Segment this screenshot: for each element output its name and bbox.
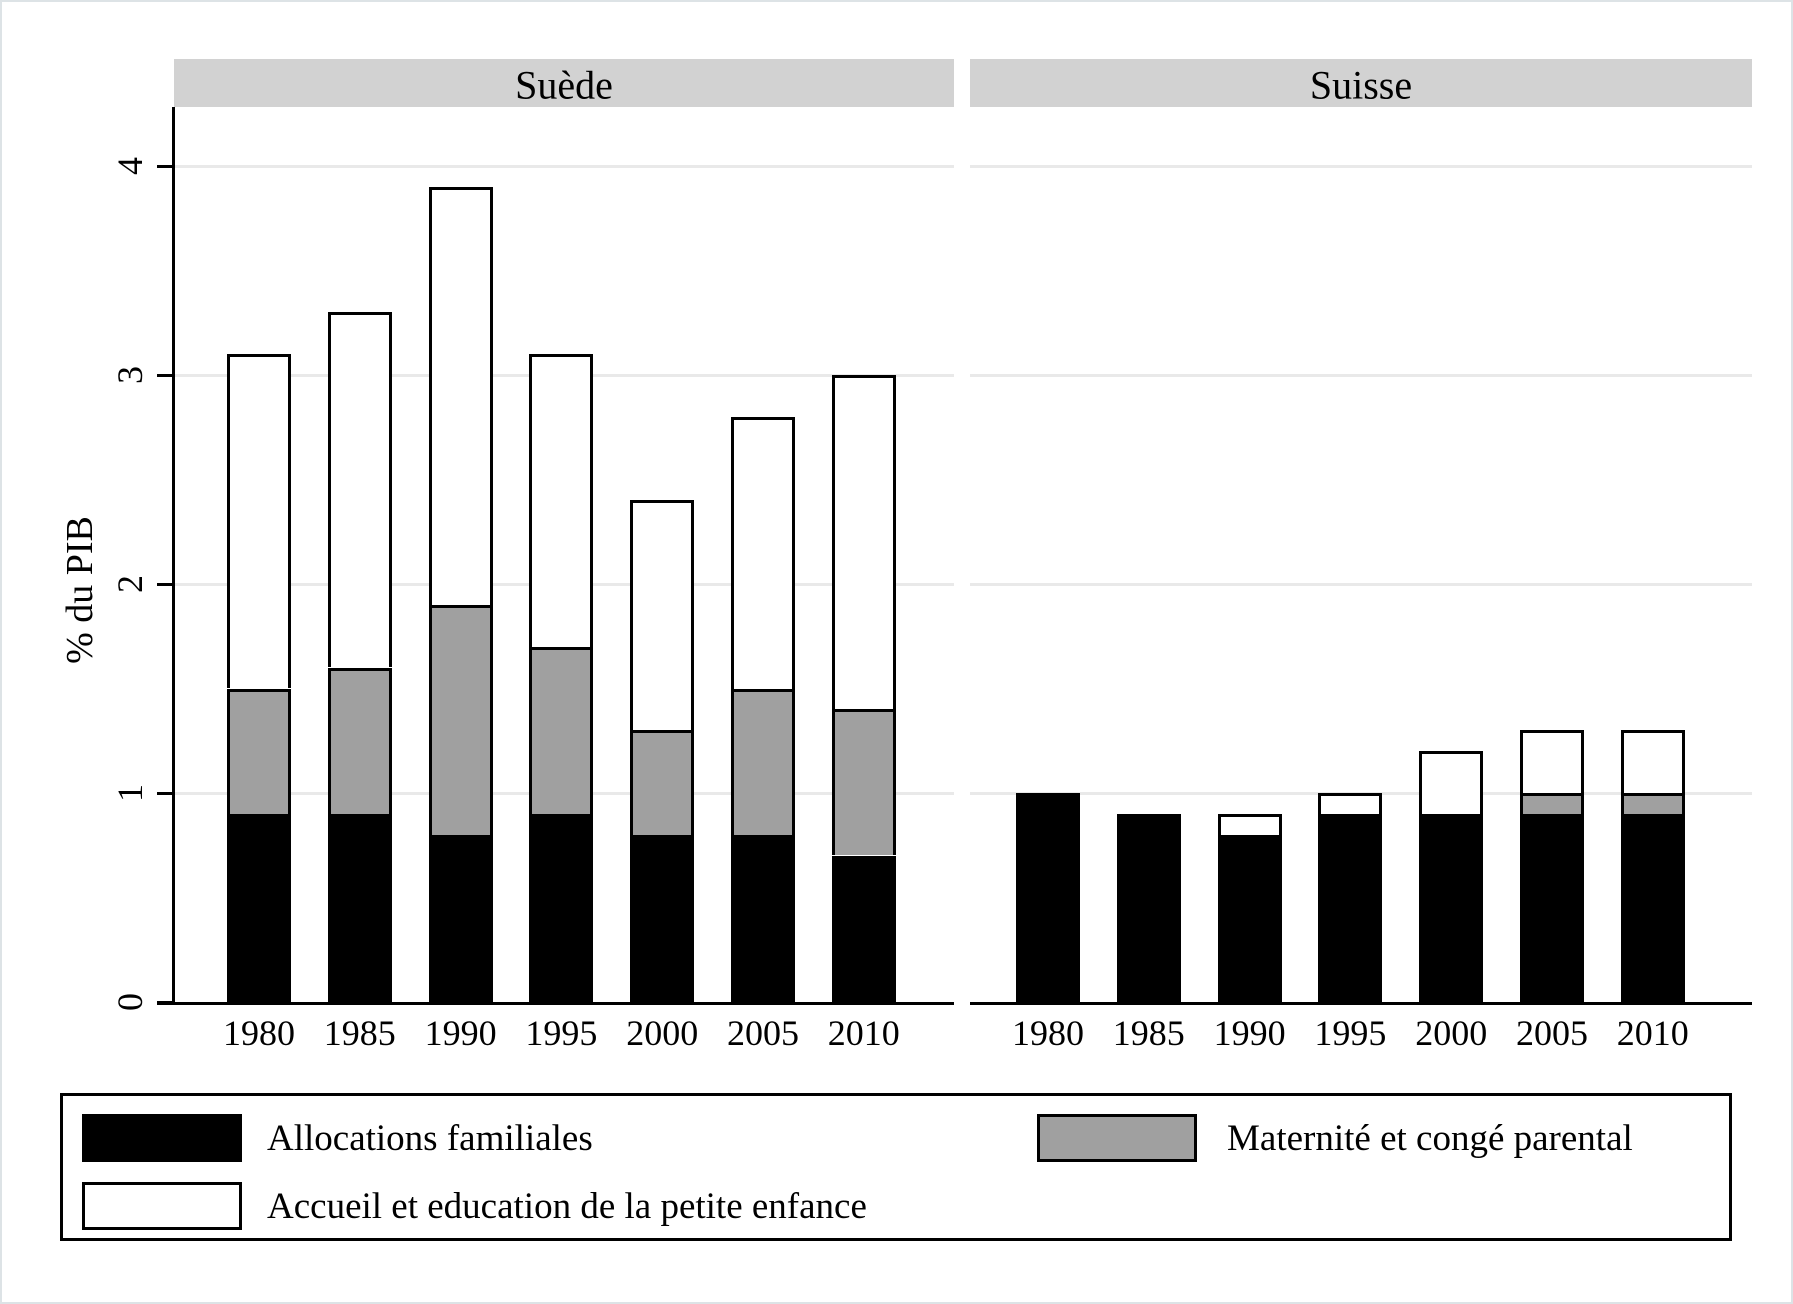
y-tick-label-4: 4 — [110, 157, 150, 175]
bar-Suède-1990-segment-0 — [429, 834, 493, 1002]
bar-Suède-1985-segment-1 — [328, 667, 392, 814]
bar-Suède-2000-segment-0 — [630, 834, 694, 1002]
bar-Suède-2005-segment-1 — [731, 688, 795, 835]
legend-swatch-2 — [82, 1182, 242, 1230]
legend-swatch-1 — [1037, 1114, 1197, 1162]
bar-Suisse-1980-segment-0 — [1016, 793, 1080, 1002]
gridline-y3-panel1 — [970, 374, 1752, 377]
y-tick-2 — [157, 583, 174, 586]
y-tick-label-1: 1 — [110, 784, 150, 802]
x-label-Suisse-1990: 1990 — [1213, 1013, 1286, 1053]
gridline-y2-panel1 — [970, 583, 1752, 586]
bar-Suède-1995-segment-2 — [529, 354, 593, 648]
y-axis — [172, 107, 175, 1005]
y-tick-label-3: 3 — [110, 366, 150, 384]
bar-Suède-2000-segment-1 — [630, 730, 694, 836]
bar-Suisse-2010-segment-0 — [1621, 813, 1685, 1002]
bar-Suède-1980-segment-1 — [227, 688, 291, 814]
bar-Suisse-2005-segment-0 — [1520, 813, 1584, 1002]
legend-label-1: Maternité et congé parental — [1227, 1118, 1633, 1159]
x-axis-panel0 — [157, 1002, 954, 1005]
bar-Suède-2005-segment-0 — [731, 834, 795, 1002]
bar-Suède-1980-segment-0 — [227, 813, 291, 1002]
legend-swatch-0 — [82, 1114, 242, 1162]
x-label-Suisse-2010: 2010 — [1616, 1013, 1689, 1053]
bar-Suède-1985-segment-0 — [328, 813, 392, 1002]
bar-Suisse-1985-segment-0 — [1117, 813, 1181, 1002]
panel-title-1: Suisse — [1309, 62, 1413, 108]
panel-header-0 — [174, 59, 954, 107]
x-label-Suède-2000: 2000 — [626, 1013, 699, 1053]
bar-Suisse-2005-segment-1 — [1520, 793, 1584, 814]
bar-Suède-2010-segment-0 — [832, 855, 896, 1002]
bar-Suisse-2010-segment-1 — [1621, 793, 1685, 814]
bar-Suisse-1995-segment-2 — [1318, 793, 1382, 814]
x-label-Suisse-1995: 1995 — [1314, 1013, 1387, 1053]
x-label-Suisse-1980: 1980 — [1012, 1013, 1084, 1053]
x-label-Suède-1980: 1980 — [223, 1013, 295, 1053]
x-label-Suède-2010: 2010 — [827, 1013, 900, 1053]
x-axis-panel1 — [970, 1002, 1752, 1005]
bar-Suède-1985-segment-2 — [328, 312, 392, 668]
y-tick-3 — [157, 374, 174, 377]
x-label-Suède-1990: 1990 — [424, 1013, 497, 1053]
x-label-Suède-1985: 1985 — [323, 1013, 396, 1053]
panel-header-1 — [970, 59, 1752, 107]
bar-Suède-1995-segment-0 — [529, 813, 593, 1002]
x-label-Suisse-1985: 1985 — [1112, 1013, 1185, 1053]
bar-Suisse-2000-segment-0 — [1419, 813, 1483, 1002]
bar-Suisse-2000-segment-2 — [1419, 751, 1483, 815]
bar-Suisse-2005-segment-2 — [1520, 730, 1584, 794]
x-label-Suède-1995: 1995 — [525, 1013, 598, 1053]
panel-title-0: Suède — [515, 62, 613, 108]
bar-Suède-2000-segment-2 — [630, 500, 694, 731]
bar-Suisse-1990-segment-0 — [1218, 834, 1282, 1002]
y-tick-label-0: 0 — [110, 993, 150, 1011]
gridline-y4-panel0 — [174, 165, 954, 168]
bar-Suède-2005-segment-2 — [731, 416, 795, 689]
legend-box — [60, 1093, 1732, 1241]
bar-Suède-1995-segment-1 — [529, 646, 593, 814]
bar-Suède-1990-segment-1 — [429, 604, 493, 835]
bar-Suède-1980-segment-2 — [227, 354, 291, 689]
y-axis-title: % du PIB — [59, 516, 101, 664]
y-tick-label-2: 2 — [110, 575, 150, 593]
legend-label-0: Allocations familiales — [267, 1118, 593, 1159]
gridline-y4-panel1 — [970, 165, 1752, 168]
bar-Suède-2010-segment-1 — [832, 709, 896, 856]
x-label-Suisse-2000: 2000 — [1415, 1013, 1488, 1053]
y-tick-4 — [157, 165, 174, 168]
y-tick-1 — [157, 792, 174, 795]
bar-Suède-1990-segment-2 — [429, 186, 493, 605]
y-tick-0 — [157, 1001, 174, 1004]
x-label-Suisse-2005: 2005 — [1516, 1013, 1588, 1053]
bar-Suisse-2010-segment-2 — [1621, 730, 1685, 794]
bar-Suède-2010-segment-2 — [832, 375, 896, 709]
bar-Suisse-1990-segment-2 — [1218, 813, 1282, 835]
x-label-Suède-2005: 2005 — [727, 1013, 799, 1053]
bar-Suisse-1995-segment-0 — [1318, 813, 1382, 1002]
legend-label-2: Accueil et education de la petite enfanc… — [267, 1186, 867, 1227]
